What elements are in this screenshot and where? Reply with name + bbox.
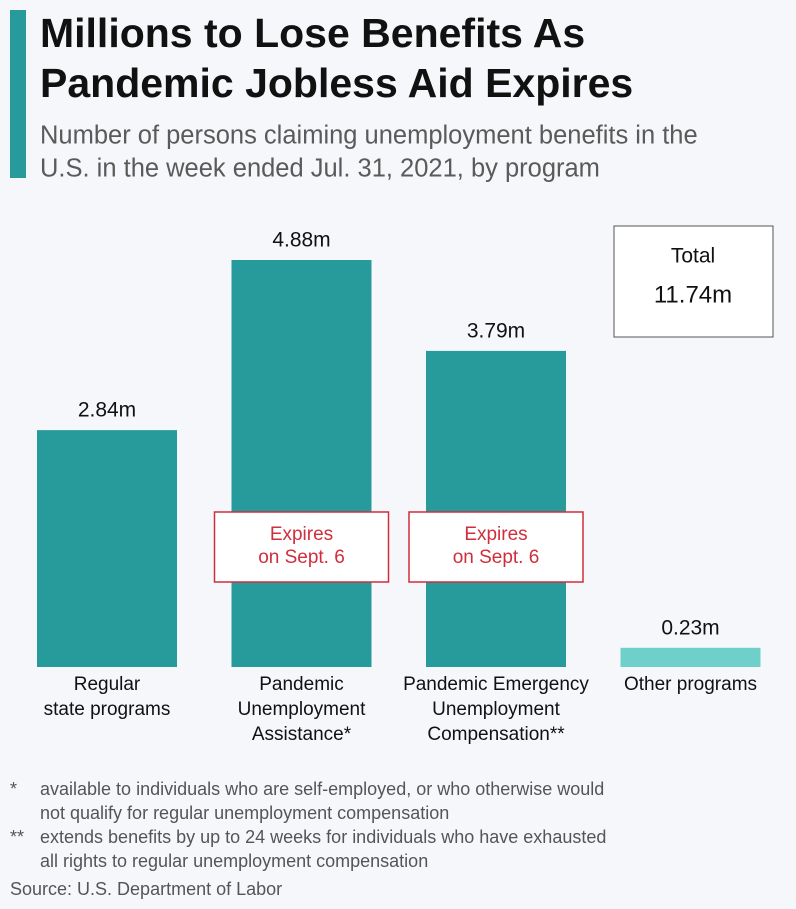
x-tick-label: Unemployment bbox=[432, 699, 560, 720]
subtitle: U.S. in the week ended Jul. 31, 2021, by… bbox=[40, 155, 600, 183]
value-label: 4.88m bbox=[272, 229, 330, 252]
total-box bbox=[613, 225, 774, 338]
x-tick-label: state programs bbox=[44, 699, 171, 720]
note: on Sept. 6 bbox=[453, 547, 540, 568]
footnote: all rights to regular unemployment compe… bbox=[40, 851, 428, 871]
x-tick-label: Unemployment bbox=[238, 699, 366, 720]
x-tick-label: Regular bbox=[74, 674, 141, 695]
footnote: available to individuals who are self-em… bbox=[40, 779, 604, 799]
footnote-marker: * bbox=[10, 779, 17, 799]
x-tick-label: Compensation** bbox=[427, 724, 565, 745]
subtitle: Number of persons claiming unemployment … bbox=[40, 122, 698, 150]
x-tick-label: Pandemic Emergency bbox=[403, 674, 589, 695]
x-tick-label: Other programs bbox=[624, 674, 757, 695]
value-label: 0.23m bbox=[661, 616, 719, 639]
bar bbox=[426, 350, 566, 667]
footnote: extends benefits by up to 24 weeks for i… bbox=[40, 827, 606, 847]
x-tick-label: Pandemic bbox=[259, 674, 344, 695]
footnote-marker: ** bbox=[10, 827, 24, 847]
source: Source: U.S. Department of Labor bbox=[10, 879, 282, 899]
total-value: 11.74m bbox=[654, 281, 732, 308]
footnote: not qualify for regular unemployment com… bbox=[40, 803, 449, 823]
note: Expires bbox=[270, 524, 333, 545]
bar bbox=[37, 430, 177, 667]
value-label: 2.84m bbox=[78, 399, 136, 422]
note: on Sept. 6 bbox=[258, 547, 345, 568]
note-box bbox=[213, 511, 390, 583]
note: Expires bbox=[464, 524, 527, 545]
chart-title: Pandemic Jobless Aid Expires bbox=[40, 60, 633, 106]
value-label: 3.79m bbox=[467, 319, 525, 342]
note-box bbox=[408, 511, 584, 583]
chart-title: Millions to Lose Benefits As bbox=[40, 10, 585, 56]
bar bbox=[231, 260, 372, 667]
x-tick-label: Assistance* bbox=[252, 724, 352, 745]
total-title: Total bbox=[671, 245, 715, 268]
bar bbox=[620, 647, 761, 667]
accent-bar bbox=[10, 10, 26, 178]
